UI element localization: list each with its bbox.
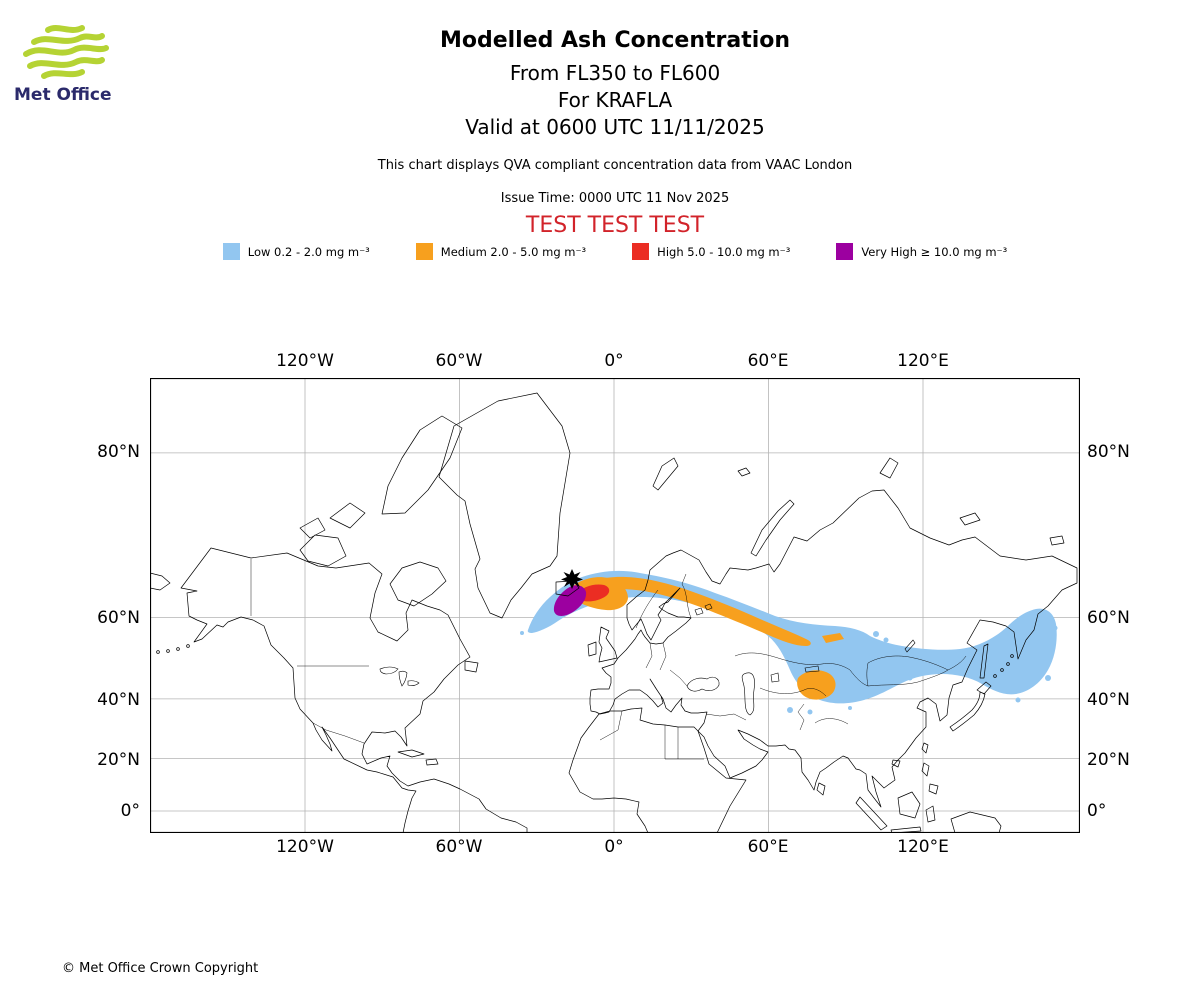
legend-swatch-low [222,243,240,260]
tick-left-60n: 60°N [97,608,140,628]
legend-swatch-high [632,243,650,260]
tick-top-60w: 60°W [435,351,483,371]
met-office-logo-text: Met Office [14,85,112,105]
met-office-logo: Met Office [14,22,134,105]
legend-label-low: Low 0.2 - 2.0 mg m⁻³ [247,244,370,259]
subtitle-volcano: For KRAFLA [557,88,673,112]
tick-right-80n: 80°N [1087,442,1130,462]
tick-top-60e: 60°E [747,351,789,371]
legend-item-high: High 5.0 - 10.0 mg m⁻³ [632,243,790,260]
legend-label-high: High 5.0 - 10.0 mg m⁻³ [657,244,791,259]
map-border [149,377,1081,834]
legend-label-very-high: Very High ≥ 10.0 mg m⁻³ [861,244,1008,259]
tick-bottom-120e: 120°E [897,837,949,857]
tick-bottom-60e: 60°E [747,837,789,857]
tick-left-80n: 80°N [97,442,140,462]
met-office-logo-waves [23,25,109,79]
subtitle-valid-time: Valid at 0600 UTC 11/11/2025 [465,115,765,139]
test-banner: TEST TEST TEST [525,213,705,238]
tick-left-0: 0° [120,801,140,821]
page-title: Modelled Ash Concentration [439,28,791,53]
tick-left-40n: 40°N [97,690,140,710]
lakes [379,603,916,716]
subtitle-flight-levels: From FL350 to FL600 [509,61,721,85]
tick-bottom-120w: 120°W [276,837,334,857]
tick-left-20n: 20°N [97,750,140,770]
tick-top-120e: 120°E [897,351,949,371]
issue-time: Issue Time: 0000 UTC 11 Nov 2025 [500,191,730,206]
legend-swatch-medium [415,243,433,260]
country-borders [250,559,967,760]
legend-item-very-high: Very High ≥ 10.0 mg m⁻³ [836,243,1007,260]
map-frame [149,377,1081,834]
tick-right-40n: 40°N [1087,690,1130,710]
tick-bottom-0: 0° [604,837,624,857]
tick-right-20n: 20°N [1087,750,1130,770]
qva-compliance-note: This chart displays QVA compliant concen… [377,158,853,173]
world-map [149,377,1081,834]
tick-bottom-60w: 60°W [435,837,483,857]
legend: Low 0.2 - 2.0 mg m⁻³ Medium 2.0 - 5.0 mg… [150,243,1080,260]
legend-swatch-very-high [836,243,854,260]
tick-right-60n: 60°N [1087,608,1130,628]
title-block: Modelled Ash Concentration From FL350 to… [150,28,1080,141]
volcano-marker-icon [561,569,583,589]
legend-item-low: Low 0.2 - 2.0 mg m⁻³ [222,243,370,260]
tick-top-120w: 120°W [276,351,334,371]
copyright-notice: © Met Office Crown Copyright [62,961,259,976]
ash-plume-very-high [553,585,587,616]
legend-item-medium: Medium 2.0 - 5.0 mg m⁻³ [415,243,587,260]
tick-right-0: 0° [1087,801,1107,821]
legend-label-medium: Medium 2.0 - 5.0 mg m⁻³ [440,244,587,259]
tick-top-0: 0° [604,351,624,371]
